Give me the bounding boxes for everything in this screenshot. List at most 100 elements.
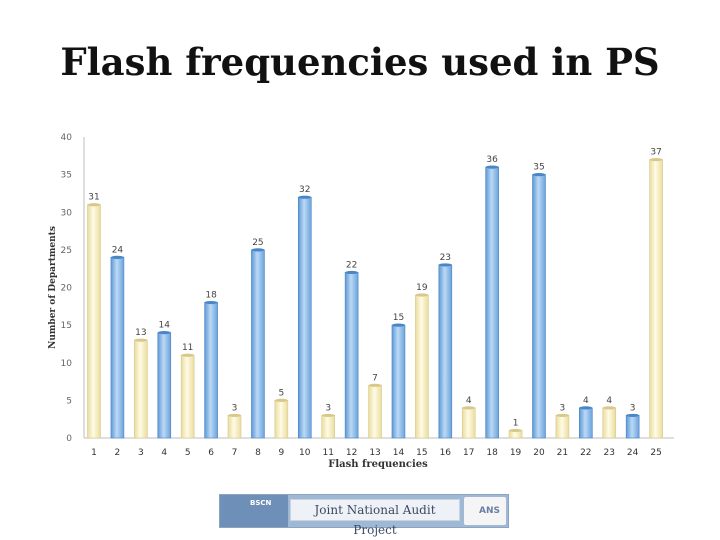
value-label-19: 1 xyxy=(513,418,519,428)
bar-cap-18 xyxy=(485,165,499,169)
value-label-20: 35 xyxy=(533,163,544,173)
value-label-15: 19 xyxy=(416,283,428,293)
bar-cap-21 xyxy=(555,413,569,418)
bscn-logo-text: BSCN xyxy=(250,499,272,507)
value-label-5: 11 xyxy=(182,343,193,353)
value-label-22: 4 xyxy=(583,396,589,406)
x-tick-label-25: 25 xyxy=(650,448,661,458)
bar-cap-16 xyxy=(438,263,452,267)
x-tick-label-9: 9 xyxy=(278,448,284,458)
banner-title: Joint National Audit Project xyxy=(290,499,460,537)
bar-4 xyxy=(157,332,172,439)
y-tick-label: 25 xyxy=(61,246,72,256)
value-label-17: 4 xyxy=(466,396,472,406)
value-label-3: 13 xyxy=(135,328,146,338)
value-label-8: 25 xyxy=(252,238,263,248)
value-label-21: 3 xyxy=(560,403,566,413)
bar-3 xyxy=(134,339,148,439)
y-tick-label: 20 xyxy=(61,284,73,294)
y-axis-label: Number of Departments xyxy=(48,226,58,349)
value-label-9: 5 xyxy=(278,388,284,398)
ans-logo-text: ANS xyxy=(479,506,500,516)
bar-7 xyxy=(227,415,242,439)
value-label-1: 31 xyxy=(88,193,99,203)
value-label-23: 4 xyxy=(606,396,612,406)
bar-13 xyxy=(368,385,382,439)
x-tick-label-10: 10 xyxy=(299,448,311,458)
x-tick-label-12: 12 xyxy=(346,448,357,458)
bar-17 xyxy=(461,407,476,439)
bar-cap-3 xyxy=(134,338,148,342)
bar-23 xyxy=(602,407,617,439)
bar-cap-19 xyxy=(509,428,523,433)
y-tick-label: 35 xyxy=(61,171,72,181)
value-label-4: 14 xyxy=(159,321,171,331)
value-label-24: 3 xyxy=(630,403,636,413)
x-tick-label-6: 6 xyxy=(208,448,214,458)
bar-20 xyxy=(532,174,546,439)
x-tick-label-16: 16 xyxy=(440,448,452,458)
footer-banner: BSCN Joint National Audit Project ANS xyxy=(219,494,509,537)
bar-1 xyxy=(87,204,101,439)
bscn-logo: BSCN xyxy=(220,495,288,527)
x-tick-label-14: 14 xyxy=(393,448,405,458)
y-tick-label: 0 xyxy=(66,434,72,444)
bar-21 xyxy=(555,415,570,439)
x-tick-label-1: 1 xyxy=(91,448,97,458)
bar-cap-17 xyxy=(462,406,476,410)
y-tick-label: 40 xyxy=(61,133,73,143)
value-label-14: 15 xyxy=(393,313,404,323)
value-label-6: 18 xyxy=(205,291,217,301)
bar-8 xyxy=(251,249,265,439)
x-tick-label-11: 11 xyxy=(322,448,333,458)
x-tick-label-13: 13 xyxy=(369,448,380,458)
bar-cap-24 xyxy=(626,413,640,418)
bar-cap-23 xyxy=(602,406,616,410)
x-tick-label-7: 7 xyxy=(232,448,238,458)
x-tick-label-2: 2 xyxy=(115,448,121,458)
x-tick-label-24: 24 xyxy=(627,448,639,458)
bar-cap-15 xyxy=(415,293,429,297)
bar-cap-6 xyxy=(204,300,218,305)
value-label-16: 23 xyxy=(440,253,451,263)
bar-2 xyxy=(110,257,125,439)
x-tick-label-19: 19 xyxy=(510,448,522,458)
bar-cap-12 xyxy=(345,270,359,275)
x-axis-label: Flash frequencies xyxy=(328,459,428,470)
bar-cap-5 xyxy=(181,353,195,357)
bar-cap-8 xyxy=(251,248,265,252)
ans-logo: ANS xyxy=(464,497,506,525)
bar-cap-7 xyxy=(228,413,242,418)
value-label-13: 7 xyxy=(372,373,378,383)
x-tick-label-20: 20 xyxy=(533,448,545,458)
x-tick-label-15: 15 xyxy=(416,448,427,458)
x-tick-label-4: 4 xyxy=(161,448,167,458)
bar-10 xyxy=(297,196,312,439)
bar-15 xyxy=(415,294,429,439)
bar-18 xyxy=(485,166,499,439)
bar-cap-14 xyxy=(391,323,405,327)
bar-cap-13 xyxy=(368,383,382,387)
x-tick-label-5: 5 xyxy=(185,448,191,458)
bar-22 xyxy=(579,407,593,439)
value-label-10: 32 xyxy=(299,185,310,195)
y-tick-label: 30 xyxy=(61,208,73,218)
x-tick-label-21: 21 xyxy=(557,448,568,458)
value-label-12: 22 xyxy=(346,260,357,270)
x-tick-label-22: 22 xyxy=(580,448,591,458)
slide-title: Flash frequencies used in PS xyxy=(60,40,660,84)
y-tick-label: 15 xyxy=(61,321,72,331)
bar-cap-1 xyxy=(87,203,101,207)
x-tick-label-3: 3 xyxy=(138,448,144,458)
value-label-25: 37 xyxy=(650,148,661,158)
bar-cap-2 xyxy=(110,255,124,259)
x-tick-label-17: 17 xyxy=(463,448,474,458)
bar-cap-25 xyxy=(649,157,663,162)
bar-14 xyxy=(391,324,406,439)
value-label-11: 3 xyxy=(325,403,331,413)
bar-cap-4 xyxy=(157,331,171,335)
bar-9 xyxy=(274,400,289,439)
bar-11 xyxy=(321,415,336,439)
bar-5 xyxy=(180,354,195,439)
